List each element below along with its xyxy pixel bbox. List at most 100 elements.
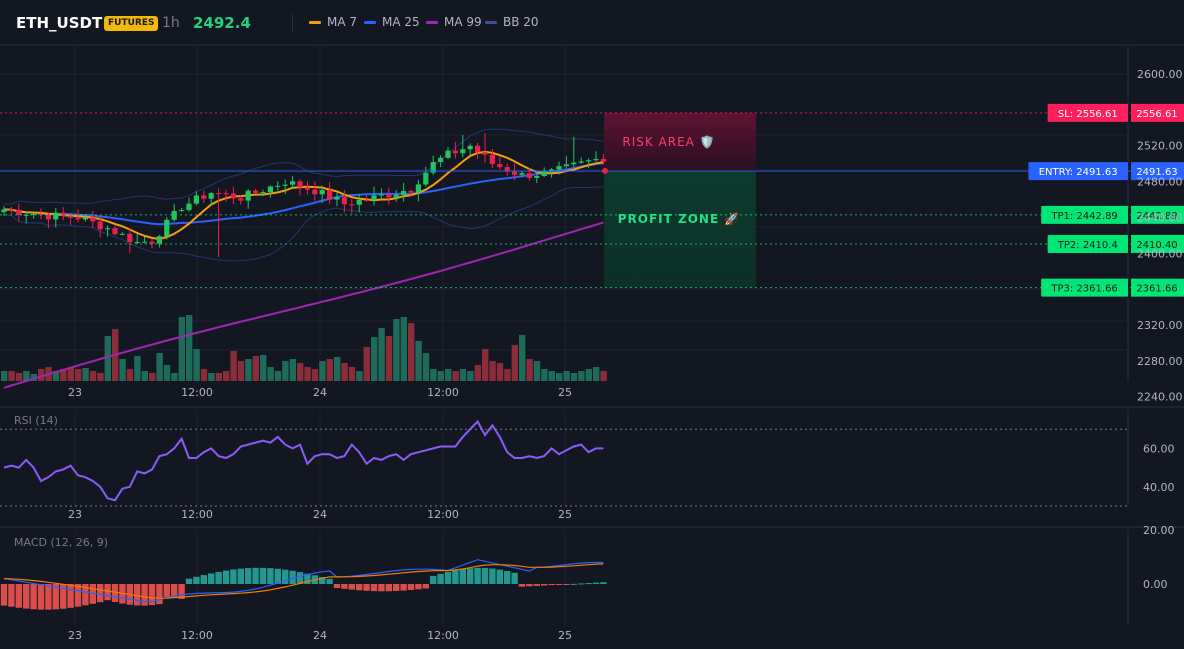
candle-body bbox=[393, 194, 399, 198]
volume-bar bbox=[334, 357, 341, 381]
level-price-value: 2410.40 bbox=[1136, 240, 1177, 251]
volume-bar bbox=[260, 355, 267, 381]
macd-histogram-bar bbox=[67, 584, 74, 608]
candle-body bbox=[445, 150, 451, 158]
candle-body bbox=[593, 158, 599, 161]
macd-histogram-bar bbox=[111, 584, 119, 602]
volume-bar bbox=[8, 371, 15, 381]
macd-histogram-bar bbox=[341, 584, 348, 589]
volume-bar bbox=[415, 341, 422, 381]
candle-body bbox=[334, 197, 340, 200]
candle-body bbox=[223, 193, 229, 195]
candle-body bbox=[312, 189, 318, 195]
candle-body bbox=[534, 176, 540, 178]
macd-histogram-bar bbox=[385, 584, 392, 592]
volume-bar bbox=[519, 335, 526, 381]
rsi-line bbox=[3, 419, 604, 502]
candle-body bbox=[60, 212, 66, 216]
macd-histogram-bar bbox=[193, 576, 200, 584]
candle-body bbox=[578, 161, 584, 163]
macd-histogram-bar bbox=[474, 567, 481, 584]
candle-body bbox=[267, 186, 273, 193]
legend-ma7-swatch bbox=[309, 20, 321, 24]
grid-lines bbox=[0, 44, 1184, 625]
macd-histogram-bar bbox=[245, 568, 252, 584]
legend-bb20-swatch bbox=[485, 20, 497, 24]
time-axis-tick: 25 bbox=[558, 629, 572, 642]
level-tag-label: TP1: 2442.89 bbox=[1050, 211, 1117, 222]
macd-histogram-bar bbox=[592, 582, 600, 584]
volume-bar bbox=[430, 369, 437, 381]
time-axis-tick: 25 bbox=[558, 508, 572, 521]
volume-bar bbox=[297, 363, 304, 381]
ma99-line bbox=[3, 221, 604, 389]
legend-ma7-label: MA 7 bbox=[327, 15, 358, 29]
candle-body bbox=[556, 166, 562, 170]
macd-histogram-bar bbox=[15, 584, 22, 608]
volume-bar bbox=[400, 317, 407, 381]
price-axis-tick: 2440.00 bbox=[1137, 211, 1183, 224]
macd-axis-tick: 20.00 bbox=[1143, 524, 1175, 537]
candle-body bbox=[297, 181, 303, 188]
macd-histogram-bar bbox=[8, 584, 15, 607]
volume-bar bbox=[223, 371, 230, 381]
volume-bar bbox=[208, 373, 215, 381]
bollinger-bands bbox=[3, 128, 604, 262]
price-axis-tick: 2480.00 bbox=[1137, 176, 1183, 189]
level-price-box bbox=[1131, 278, 1184, 297]
macd-histogram-bar bbox=[0, 584, 8, 606]
symbol-title[interactable]: ETH_USDT bbox=[16, 14, 103, 32]
legend-ma25[interactable]: MA 25 bbox=[364, 15, 420, 29]
volume-bar bbox=[600, 371, 607, 381]
macd-histogram-bar bbox=[141, 584, 148, 606]
legend-ma7[interactable]: MA 7 bbox=[309, 15, 357, 29]
volume-bar bbox=[15, 373, 23, 381]
volume-bar bbox=[452, 371, 459, 381]
level-price-box bbox=[1131, 234, 1184, 253]
macd-histogram-bar bbox=[333, 584, 341, 589]
candle-body bbox=[541, 170, 547, 177]
macd-histogram-bar bbox=[504, 571, 511, 584]
timeframe-label[interactable]: 1h bbox=[162, 15, 180, 31]
candle-body bbox=[1, 209, 7, 213]
price-axis-tick: 2400.00 bbox=[1137, 247, 1183, 260]
macd-histogram-bar bbox=[37, 584, 45, 610]
volume-bar bbox=[393, 319, 400, 381]
candle-body bbox=[260, 192, 266, 194]
volume-bar bbox=[467, 371, 474, 381]
level-tag-box bbox=[1041, 278, 1128, 297]
level-tag-label: ENTRY: 2491.63 bbox=[1039, 167, 1118, 178]
volume-bar bbox=[104, 336, 111, 381]
candle-body bbox=[452, 150, 458, 154]
moving-averages bbox=[3, 150, 604, 389]
candle-body bbox=[408, 190, 414, 193]
volume-bar bbox=[193, 349, 200, 381]
macd-histogram-bar bbox=[82, 584, 89, 606]
candle-body bbox=[119, 233, 125, 235]
volume-bar bbox=[445, 369, 452, 381]
macd-title: MACD (12, 26, 9) bbox=[14, 536, 108, 549]
macd-histogram-bar bbox=[319, 577, 326, 584]
candle-body bbox=[245, 190, 251, 201]
legend-ma99[interactable]: MA 99 bbox=[426, 15, 482, 29]
legend-bb20[interactable]: BB 20 bbox=[485, 15, 539, 29]
volume-bar bbox=[556, 373, 563, 381]
volume-bar bbox=[311, 369, 319, 381]
macd-histogram-bar bbox=[467, 568, 474, 584]
macd-histogram-bar bbox=[496, 569, 503, 584]
macd-histogram-bar bbox=[518, 584, 526, 587]
candle-body bbox=[430, 162, 436, 173]
time-axis-tick: 23 bbox=[68, 508, 82, 521]
volume-bar bbox=[237, 361, 245, 381]
candle-body bbox=[193, 195, 199, 204]
legend-ma25-label: MA 25 bbox=[382, 15, 420, 29]
volume-bar bbox=[149, 373, 156, 381]
volume-bar bbox=[200, 369, 208, 381]
risk-area-label: RISK AREA 🛡️ bbox=[622, 135, 715, 149]
candle-body bbox=[230, 193, 236, 199]
macd-histogram-bar bbox=[230, 569, 237, 584]
volume-bar bbox=[385, 336, 393, 381]
legend-ma99-swatch bbox=[426, 20, 438, 24]
volume-bar bbox=[348, 367, 356, 381]
